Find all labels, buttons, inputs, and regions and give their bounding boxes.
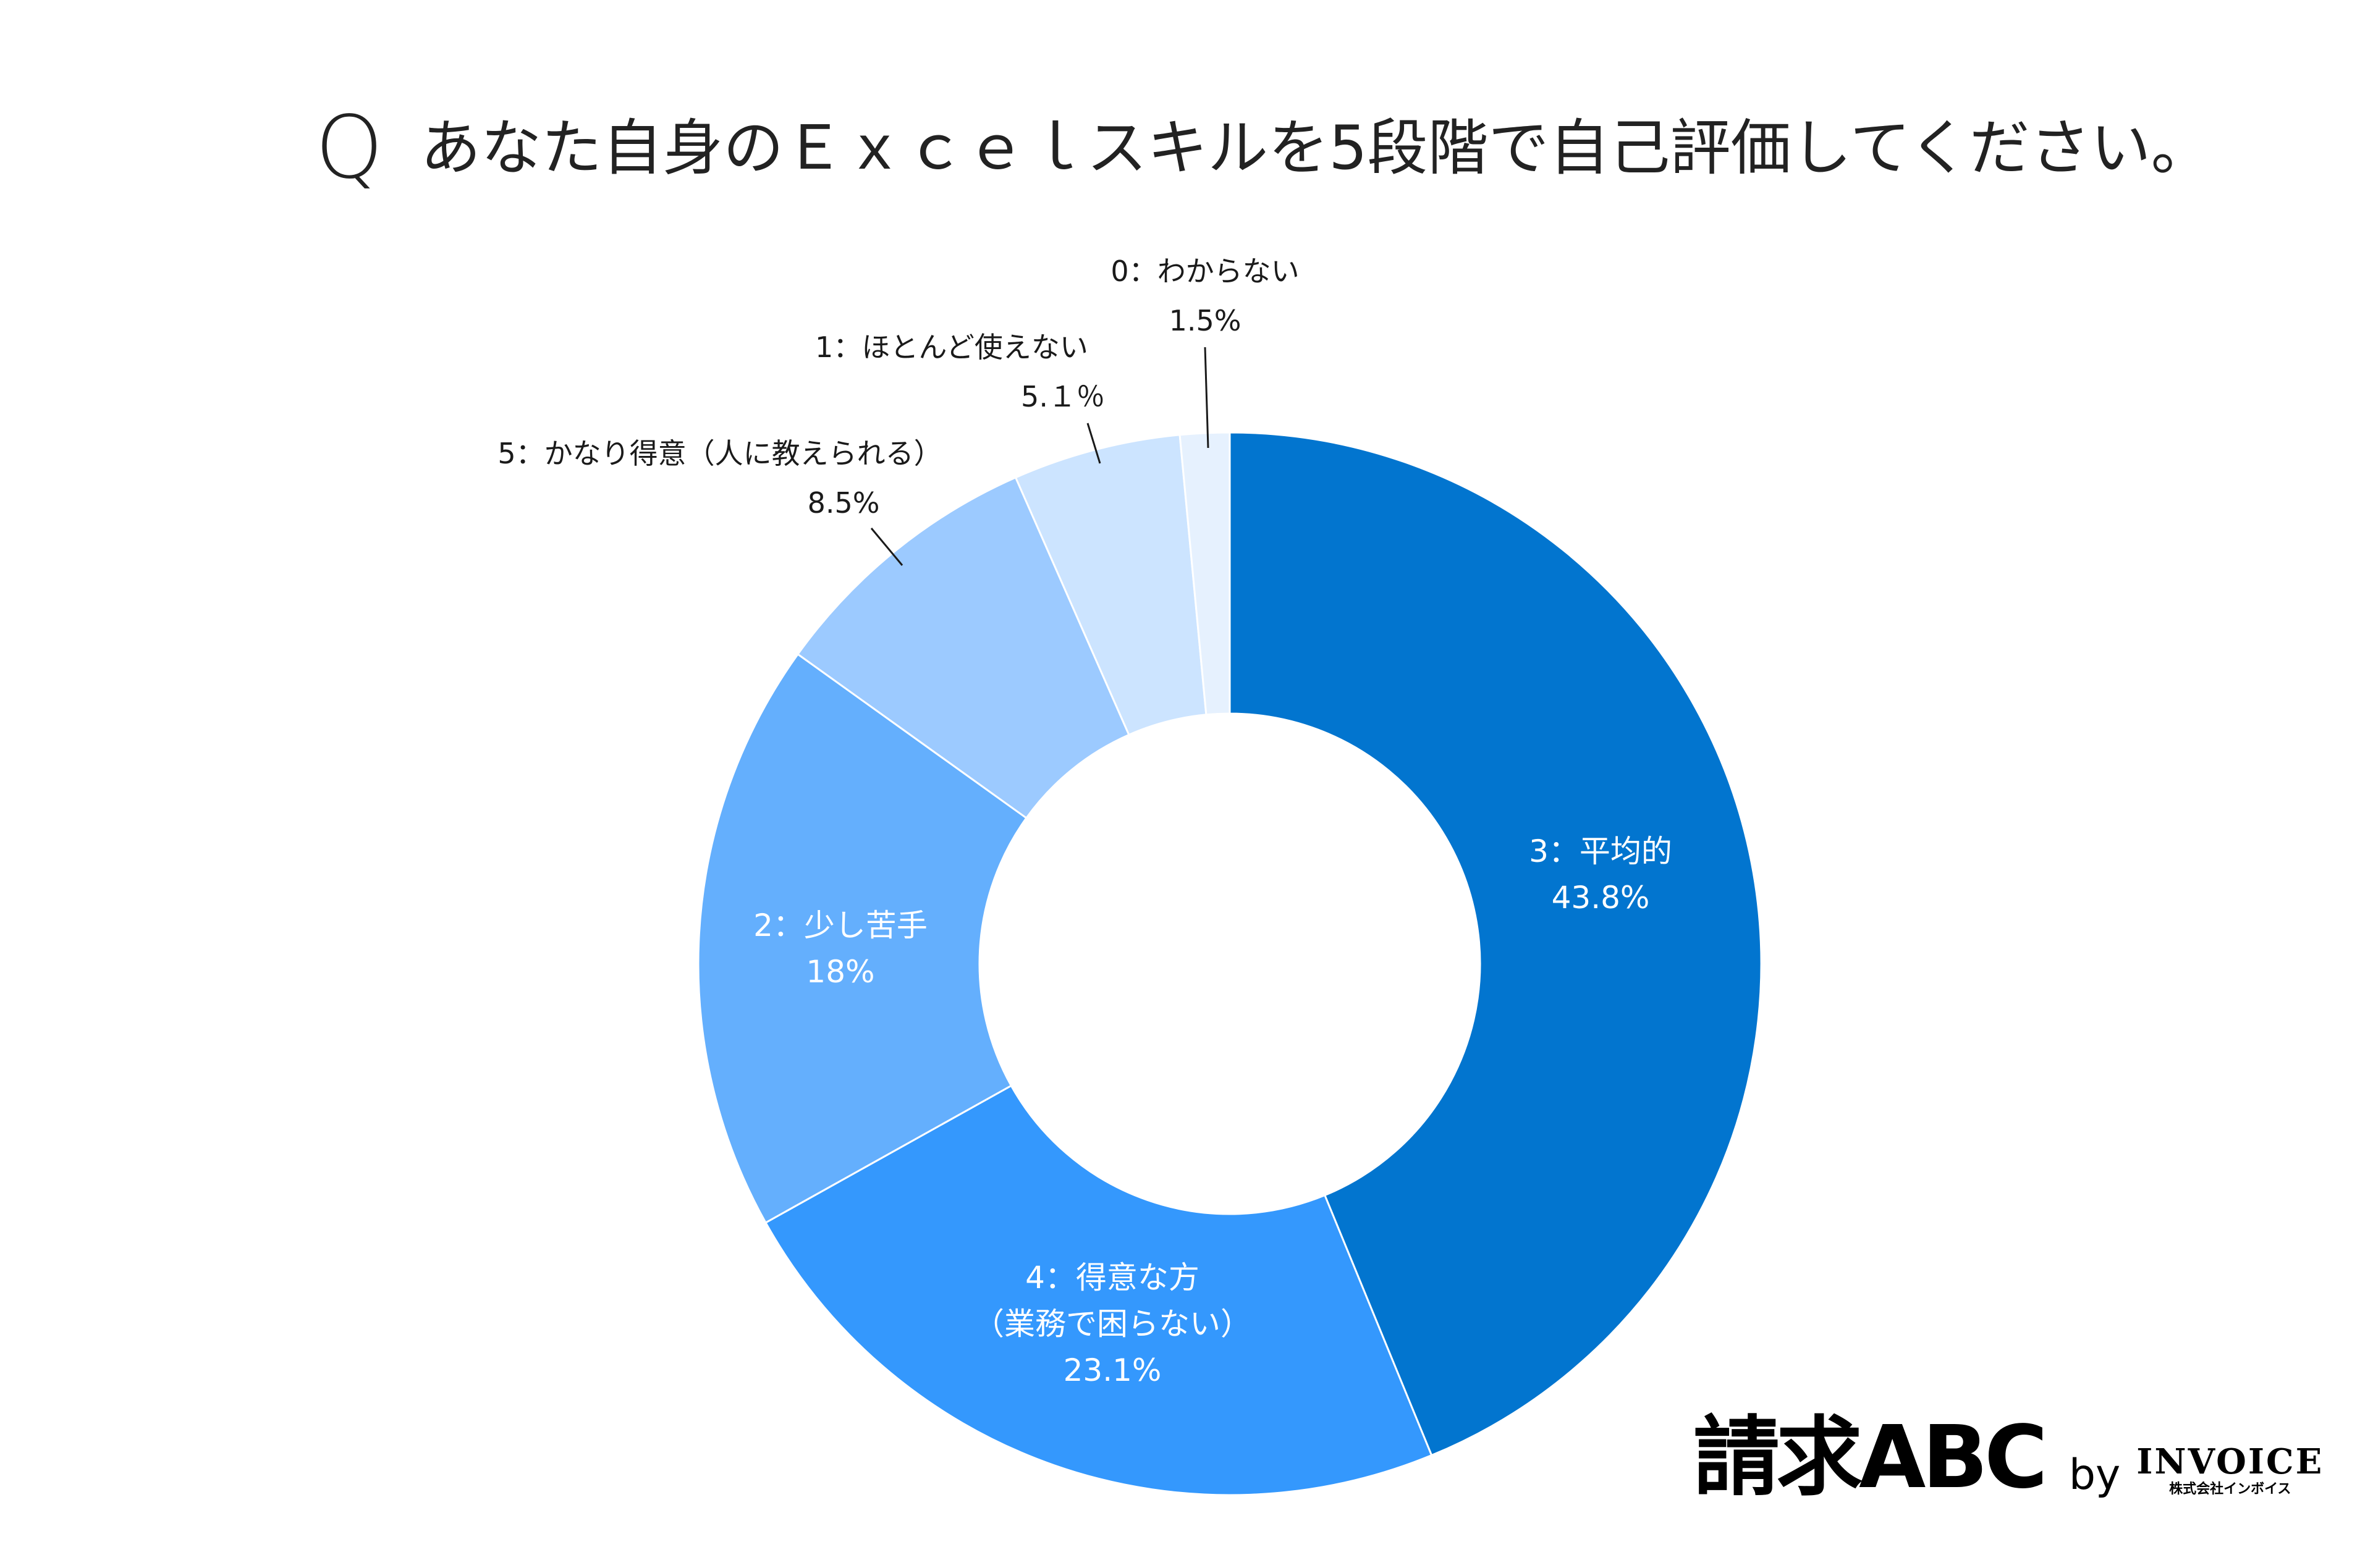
- leader-line-expert: [870, 528, 903, 566]
- slice-expert: [796, 476, 1130, 820]
- brand-company-sub: 株式会社インボイス: [2169, 1482, 2291, 1497]
- slice-label-average: 3：平均的: [1529, 833, 1672, 869]
- chart-title-row: Q あなた自身のＥｘｃｅｌスキルを5段階で自己評価してください。: [315, 93, 2212, 204]
- slice-good: [764, 1084, 1433, 1496]
- slice-value-unknown: 1.5%: [1169, 304, 1241, 337]
- slice-value-good: 23.1%: [1064, 1352, 1162, 1388]
- slice-labels: 3：平均的 43.8% 4：得意な方 （業務で困らない） 23.1% 2：少し苦手 18% 5…: [497, 255, 1672, 1388]
- slice-label-unknown: 0：わからない: [1110, 255, 1299, 288]
- brand-by: by: [2068, 1451, 2121, 1499]
- leader-line-barely: [1086, 423, 1101, 464]
- brand-company-name: INVOICE: [2136, 1441, 2324, 1482]
- slice-value-weak: 18%: [806, 954, 874, 990]
- slice-weak: [697, 652, 1028, 1224]
- brand-logo: 請求ABC by INVOICE 株式会社インボイス: [1693, 1402, 2324, 1501]
- brand-name: 請求ABC: [1693, 1407, 2048, 1508]
- slice-label-good-line-1: 4：得意な方: [1025, 1260, 1199, 1296]
- question-mark: Q: [315, 98, 384, 198]
- slice-value-average: 43.8%: [1552, 880, 1650, 916]
- slice-label-expert: 5：かなり得意（人に教えられる）: [497, 437, 942, 470]
- brand-company: INVOICE 株式会社インボイス: [2136, 1444, 2324, 1496]
- slice-label-good-line-2: （業務で困らない）: [973, 1306, 1251, 1342]
- slice-label-barely: 1：ほとんど使えない: [815, 331, 1088, 364]
- slice-value-expert: 8.5%: [808, 486, 880, 520]
- slice-label-weak: 2：少し苦手: [753, 908, 928, 943]
- slice-average: [1229, 431, 1762, 1457]
- chart-title: あなた自身のＥｘｃｅｌスキルを5段階で自己評価してください。: [420, 113, 2212, 183]
- slice-value-barely: 5.１％: [1021, 380, 1105, 413]
- leader-lines: [870, 347, 1209, 566]
- donut-slices: [697, 431, 1762, 1496]
- leader-line-unknown: [1204, 347, 1209, 449]
- slice-unknown: [1178, 431, 1231, 716]
